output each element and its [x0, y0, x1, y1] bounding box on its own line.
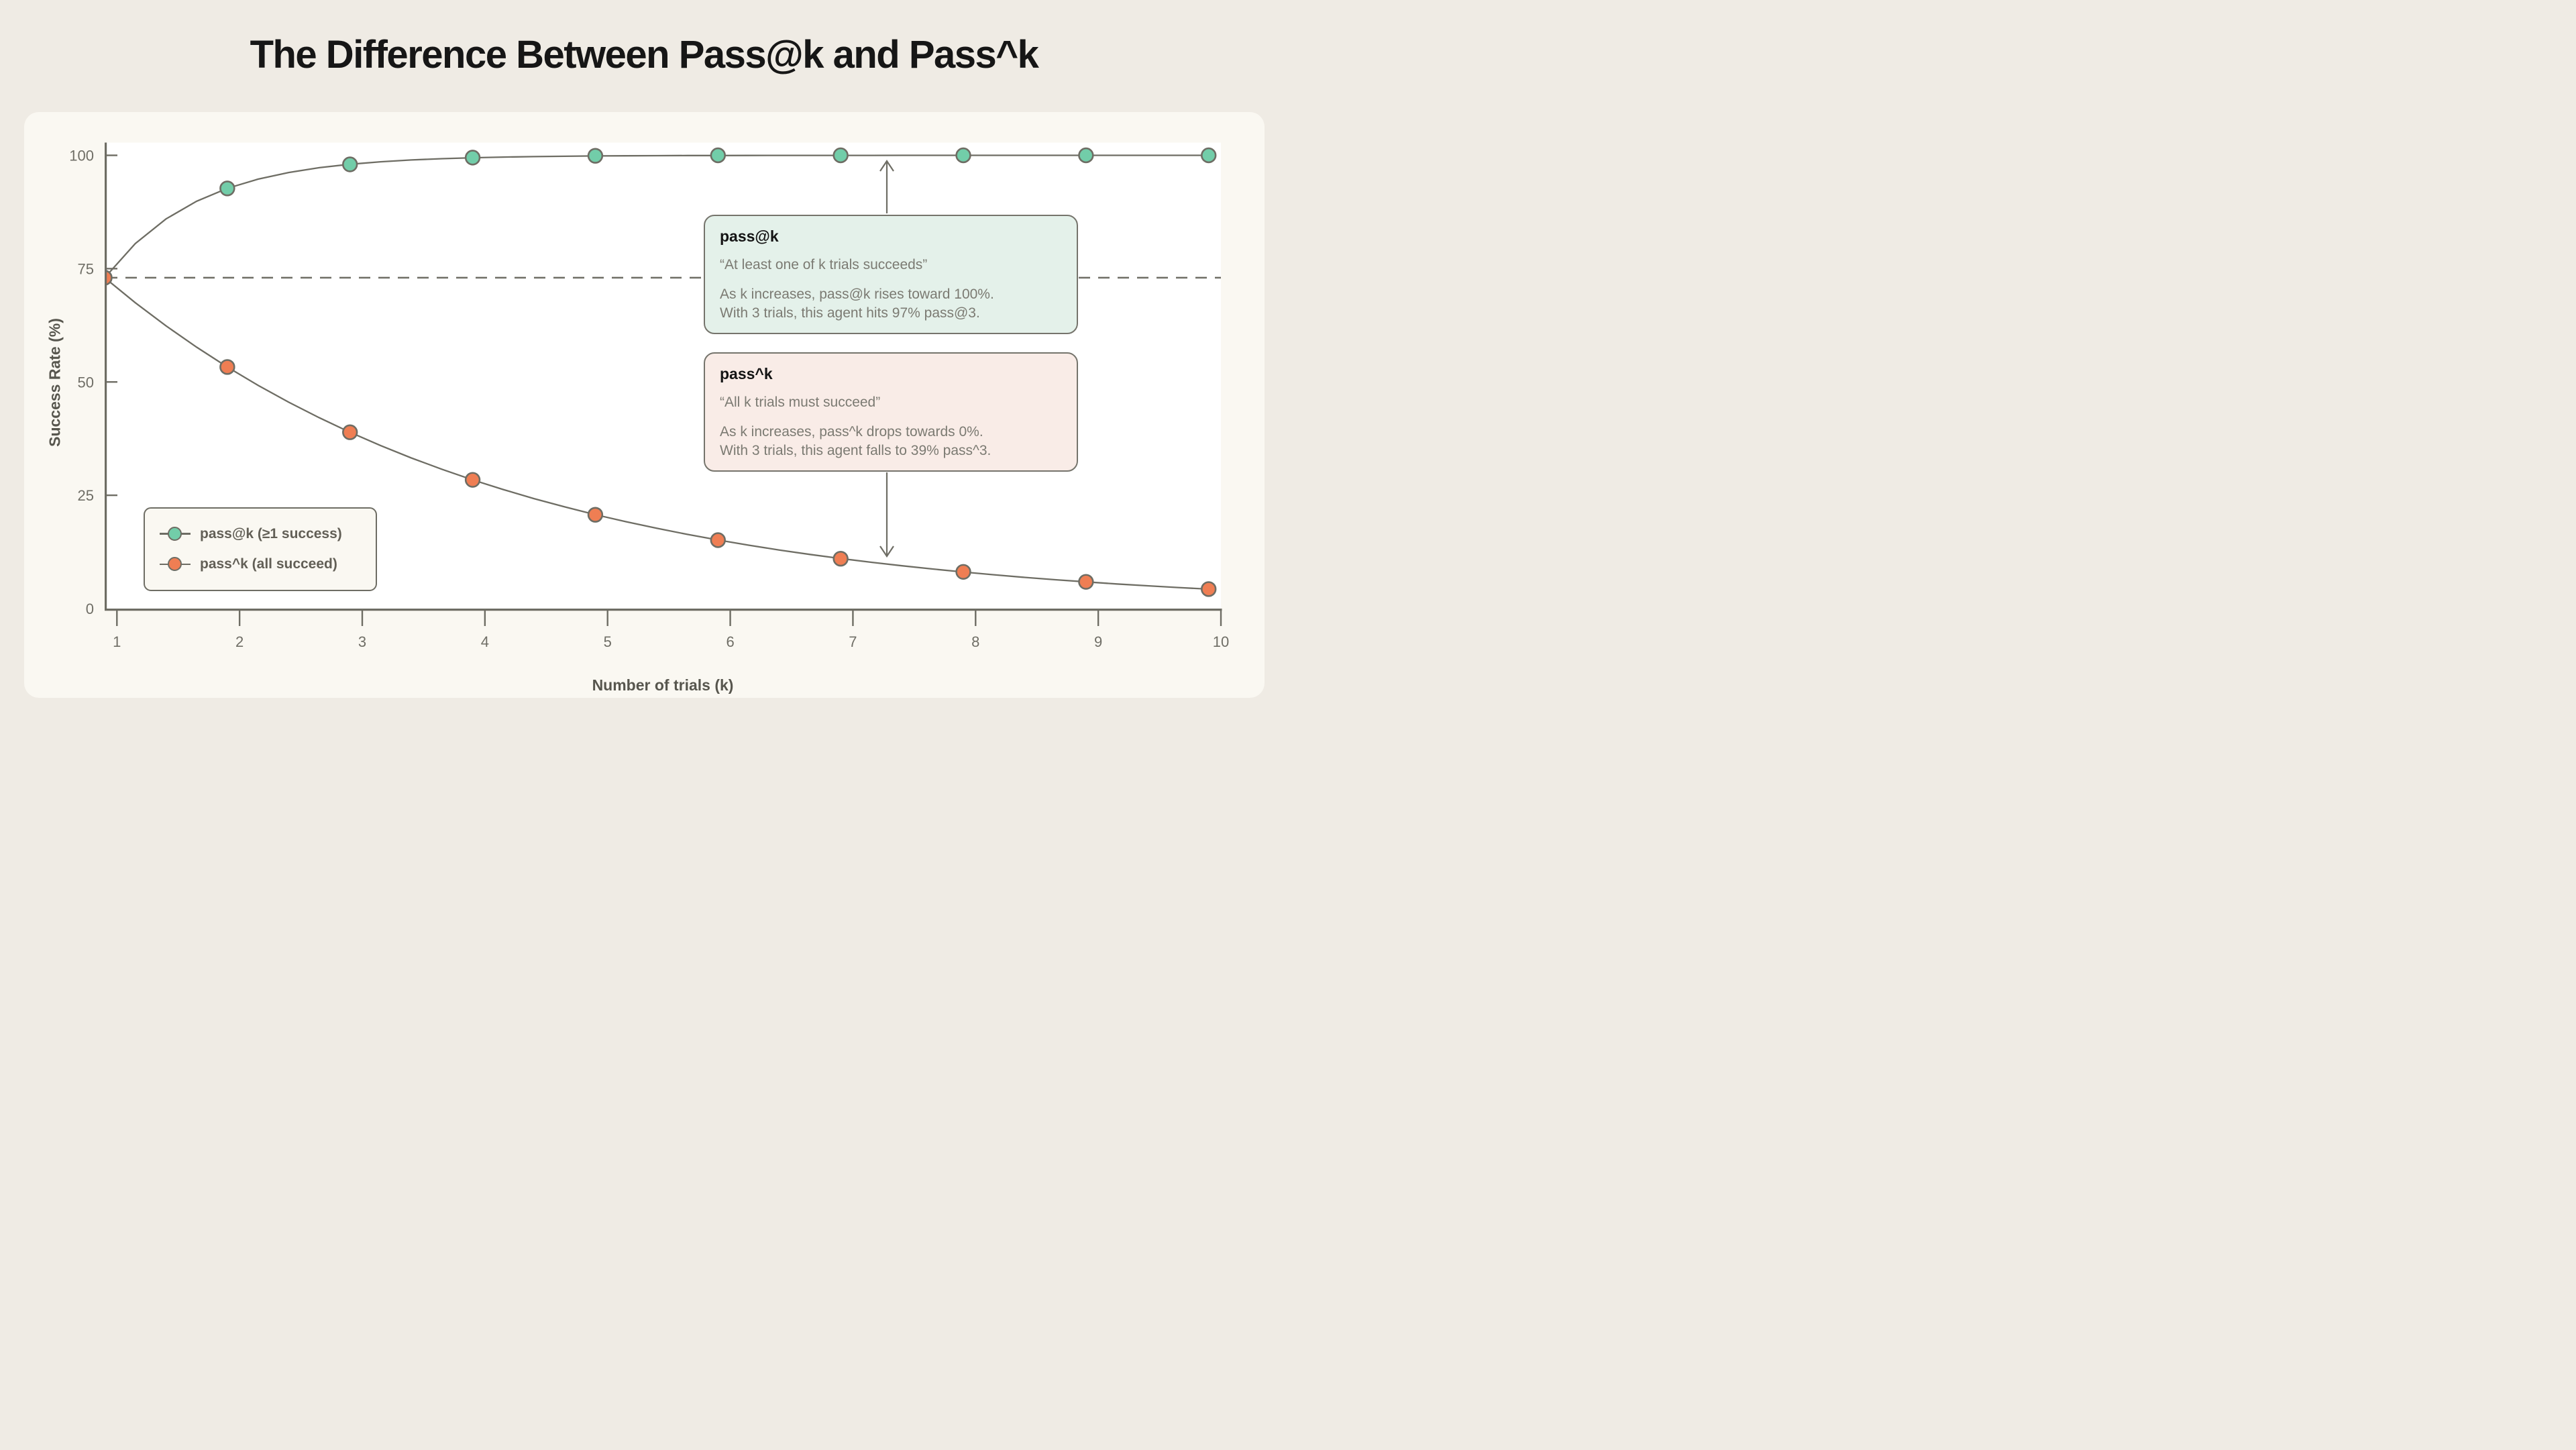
annotation-quote: “All k trials must succeed” [720, 395, 881, 410]
svg-text:5: 5 [604, 633, 612, 650]
svg-text:6: 6 [726, 633, 734, 650]
legend-item-pass-at-k: pass@k (≥1 success) [160, 526, 376, 542]
annotation-pass-at-k: pass@k “At least one of k trials succeed… [704, 215, 1078, 334]
svg-text:50: 50 [78, 374, 94, 391]
svg-text:25: 25 [78, 487, 94, 504]
annotation-title: pass^k [720, 365, 773, 382]
svg-text:100: 100 [69, 148, 94, 164]
svg-text:9: 9 [1094, 633, 1102, 650]
annotation-body: As k increases, pass^k drops towards 0%.… [720, 424, 991, 458]
page-title: The Difference Between Pass@k and Pass^k [250, 33, 1039, 76]
line-chart: 0 25 50 75 100 1 2 3 4 5 6 7 8 9 10 [69, 142, 1229, 650]
svg-text:4: 4 [481, 633, 489, 650]
svg-text:8: 8 [971, 633, 979, 650]
page: The Difference Between Pass@k and Pass^k… [0, 0, 1288, 725]
svg-text:1: 1 [113, 633, 121, 650]
svg-text:75: 75 [78, 260, 94, 277]
svg-text:7: 7 [849, 633, 857, 650]
y-axis-label: Success Rate (%) [46, 318, 64, 447]
annotation-pass-hat-k: pass^k “All k trials must succeed” As k … [704, 352, 1078, 472]
legend-label: pass@k (≥1 success) [200, 525, 342, 541]
svg-text:0: 0 [86, 601, 94, 617]
legend-item-pass-hat-k: pass^k (all succeed) [160, 556, 376, 572]
annotation-title: pass@k [720, 227, 779, 245]
legend: pass@k (≥1 success) pass^k (all succeed) [144, 507, 377, 591]
x-axis-label: Number of trials (k) [592, 676, 734, 694]
svg-text:10: 10 [1213, 633, 1229, 650]
svg-text:3: 3 [358, 633, 366, 650]
pass-at-k-marker-icon [160, 526, 191, 542]
svg-text:2: 2 [235, 633, 244, 650]
annotation-quote: “At least one of k trials succeeds” [720, 257, 928, 272]
pass-hat-k-marker-icon [160, 556, 191, 572]
legend-label: pass^k (all succeed) [200, 556, 337, 572]
annotation-body: As k increases, pass@k rises toward 100%… [720, 287, 994, 321]
